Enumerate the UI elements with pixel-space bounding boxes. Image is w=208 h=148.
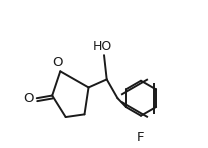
Text: F: F xyxy=(137,131,145,144)
Text: HO: HO xyxy=(93,40,112,53)
Text: O: O xyxy=(24,92,34,105)
Text: O: O xyxy=(53,56,63,69)
